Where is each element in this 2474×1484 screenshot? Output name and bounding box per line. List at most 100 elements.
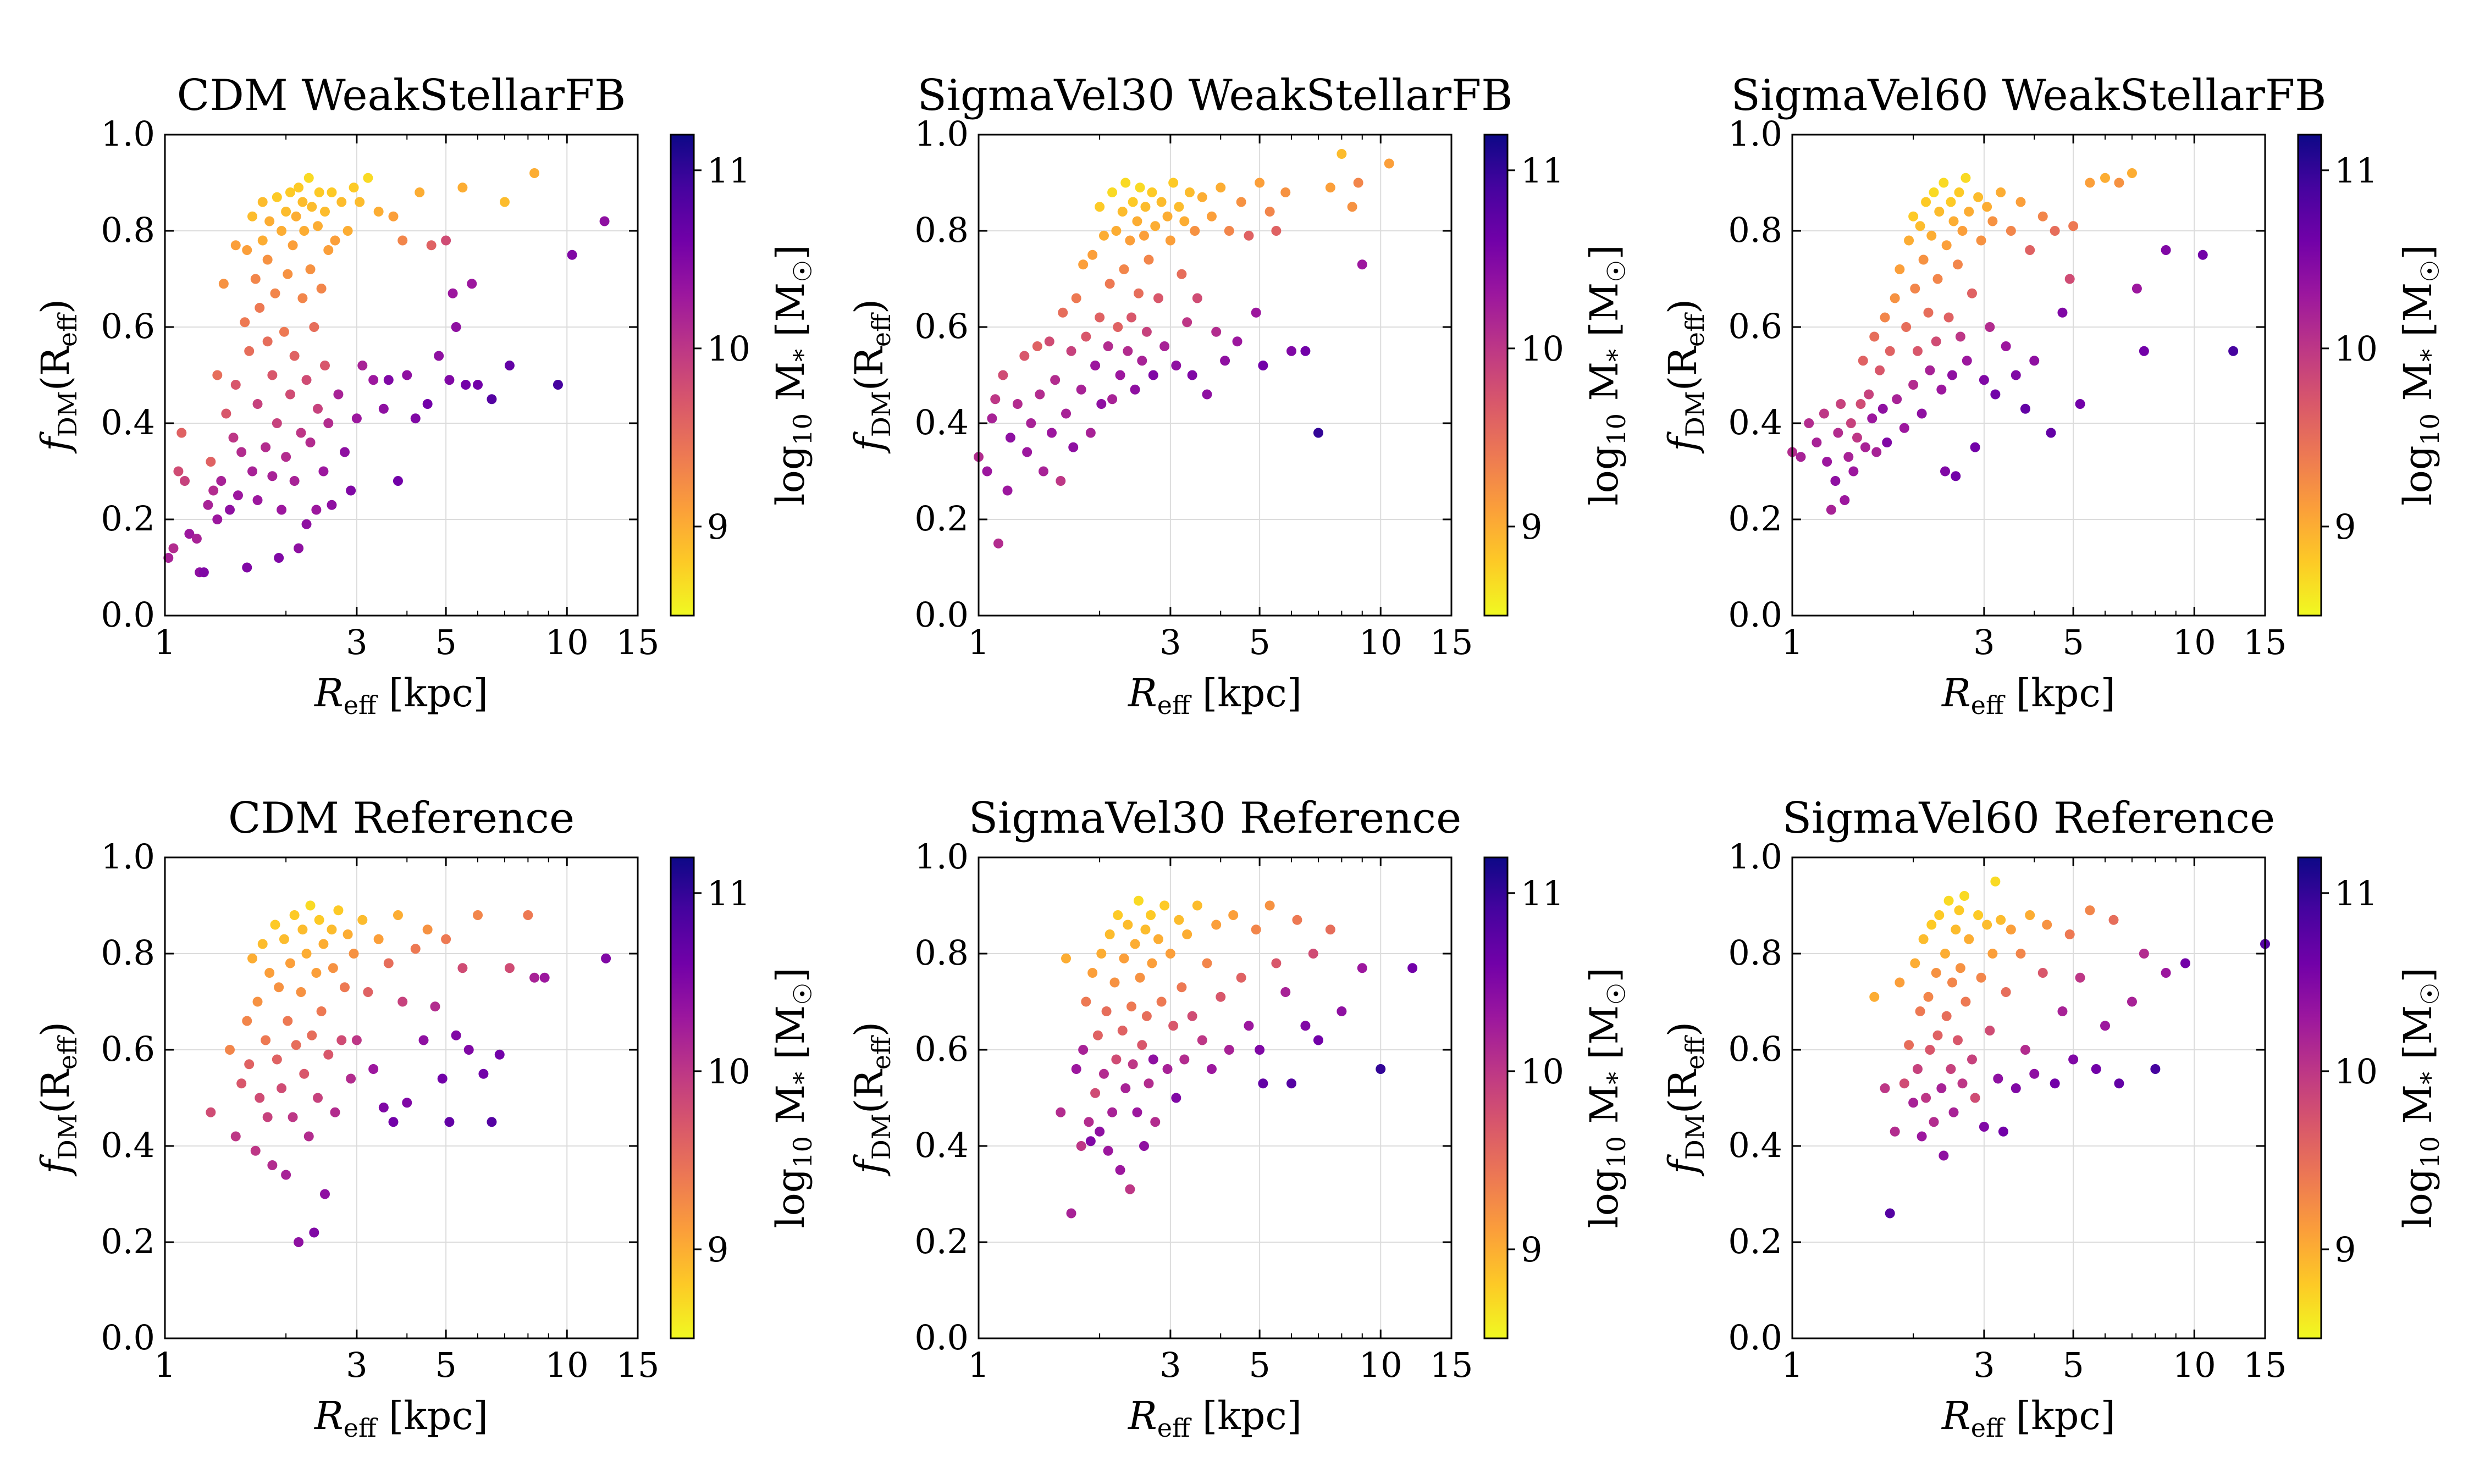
data-point — [1168, 178, 1179, 188]
panel-title: SigmaVel60 WeakStellarFB — [1731, 71, 2327, 120]
data-point — [1140, 924, 1151, 935]
data-point — [2037, 211, 2048, 222]
data-point — [1932, 1030, 1943, 1040]
data-point — [1934, 207, 1945, 217]
y-tick-label: 0.2 — [101, 1221, 155, 1261]
data-point — [2127, 168, 2137, 178]
data-point — [1826, 505, 1836, 515]
data-point — [283, 269, 293, 279]
data-point — [206, 457, 216, 467]
data-point — [1384, 158, 1394, 169]
colorbar-tick-label: 10 — [707, 329, 750, 369]
data-point — [1071, 1064, 1081, 1074]
data-point — [323, 418, 334, 428]
data-point — [299, 1068, 310, 1079]
data-point — [1890, 293, 1900, 303]
data-point — [2228, 346, 2239, 356]
data-point — [1148, 1054, 1158, 1065]
data-point — [305, 264, 316, 274]
data-point — [599, 216, 610, 226]
colorbar-tick-label: 10 — [1521, 1051, 1564, 1092]
data-point — [1258, 361, 1268, 370]
data-point — [1973, 910, 1984, 920]
data-point — [1917, 408, 1927, 419]
data-point — [463, 1045, 474, 1055]
data-point — [1941, 240, 1952, 251]
data-point — [461, 380, 471, 390]
y-axis-label: fDM(Reff) — [1660, 299, 1710, 454]
data-point — [2001, 341, 2011, 351]
data-point — [296, 987, 306, 997]
x-tick-label: 1 — [154, 1345, 175, 1385]
data-point — [184, 529, 195, 539]
data-point — [1171, 1093, 1181, 1103]
data-point — [1948, 1107, 1959, 1117]
data-point — [1280, 987, 1291, 997]
y-tick-label: 0.2 — [914, 499, 969, 539]
data-point — [441, 235, 451, 246]
data-point — [333, 389, 344, 400]
y-tick-label: 0.4 — [914, 402, 969, 442]
x-tick-label: 3 — [346, 622, 367, 662]
y-tick-label: 0.2 — [101, 499, 155, 539]
data-point — [1895, 264, 1905, 274]
y-tick-label: 0.0 — [101, 1317, 155, 1358]
data-point — [2139, 346, 2149, 356]
axes-frame — [164, 856, 639, 1339]
data-point — [2011, 370, 2021, 380]
data-point — [299, 226, 310, 236]
data-point — [982, 466, 992, 477]
data-point — [311, 505, 322, 515]
data-point — [1165, 235, 1175, 246]
data-point — [1228, 910, 1239, 920]
data-point — [2006, 226, 2016, 236]
data-point — [1184, 187, 1195, 197]
data-point — [1085, 428, 1096, 438]
colorbar — [1483, 134, 1509, 617]
x-axis-label: Reff [kpc] — [1941, 671, 2116, 720]
data-point — [1954, 905, 1964, 916]
axes-frame — [1791, 134, 2266, 617]
data-point — [539, 972, 550, 983]
y-axis-label: fDM(Reff) — [1660, 1022, 1710, 1177]
y-tick-label: 0.6 — [914, 306, 969, 346]
data-point — [1901, 322, 1912, 332]
data-point — [2139, 949, 2149, 959]
data-point — [1908, 380, 1919, 390]
data-point — [1128, 1059, 1138, 1070]
data-point — [2001, 987, 2011, 997]
data-point — [1976, 972, 1986, 983]
data-point — [1119, 264, 1129, 274]
y-tick-label: 0.6 — [101, 306, 155, 346]
data-point — [1096, 399, 1107, 409]
data-point — [529, 972, 540, 983]
data-point — [1936, 1083, 1947, 1093]
colorbar-tick-label: 10 — [2334, 329, 2378, 369]
data-point — [323, 1049, 334, 1060]
data-point — [230, 240, 241, 251]
y-tick-label: 0.4 — [101, 402, 155, 442]
data-point — [247, 466, 258, 477]
data-point — [336, 197, 347, 207]
data-point — [294, 182, 304, 193]
data-point — [291, 1040, 301, 1050]
data-point — [339, 447, 350, 457]
data-point — [1833, 428, 1843, 438]
data-point — [1190, 226, 1200, 236]
data-point — [1300, 346, 1311, 356]
y-tick-label: 0.6 — [101, 1029, 155, 1069]
data-point — [2029, 356, 2040, 366]
data-point — [1843, 452, 1854, 462]
data-point — [1946, 197, 1956, 207]
data-point — [327, 187, 337, 197]
data-point — [2075, 972, 2085, 983]
data-point — [1032, 341, 1042, 351]
y-tick-label: 0.6 — [914, 1029, 969, 1069]
data-point — [2057, 307, 2068, 318]
data-point — [313, 403, 323, 414]
colorbar-tick-label: 11 — [2334, 873, 2378, 913]
data-point — [2108, 915, 2119, 925]
data-point — [2091, 1064, 2101, 1074]
data-point — [168, 543, 179, 553]
data-point — [1159, 341, 1170, 351]
